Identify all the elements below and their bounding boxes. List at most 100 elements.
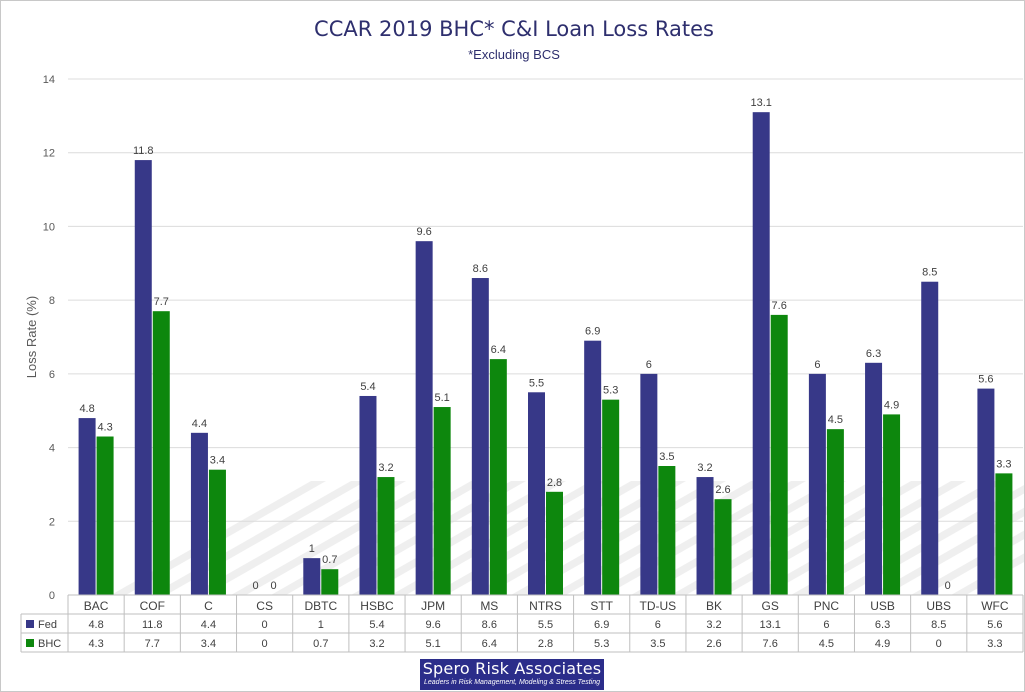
bar-bhc bbox=[489, 359, 507, 595]
x-tick-label: BK bbox=[706, 599, 722, 613]
bar-fed bbox=[584, 340, 602, 595]
data-label-fed: 6 bbox=[646, 359, 652, 371]
bar-fed bbox=[528, 392, 545, 595]
x-tick-label: JPM bbox=[421, 599, 445, 613]
table-cell: 7.7 bbox=[145, 638, 160, 650]
legend-key-bhc bbox=[26, 639, 34, 647]
y-tick-label: 0 bbox=[49, 590, 55, 602]
table-cell: 4.3 bbox=[88, 638, 103, 650]
table-cell: 8.6 bbox=[482, 619, 497, 631]
x-tick-label: UBS bbox=[926, 599, 951, 613]
data-label-bhc: 0 bbox=[945, 580, 951, 592]
data-label-bhc: 5.3 bbox=[603, 385, 618, 397]
data-label-bhc: 0.7 bbox=[322, 554, 337, 566]
table-cell: 11.8 bbox=[142, 619, 163, 631]
table-cell: 5.6 bbox=[987, 619, 1002, 631]
data-label-fed: 13.1 bbox=[750, 97, 771, 109]
x-tick-label: MS bbox=[480, 599, 498, 613]
x-tick-label: CS bbox=[256, 599, 273, 613]
x-tick-label: USB bbox=[870, 599, 895, 613]
bar-fed bbox=[640, 373, 658, 595]
table-cell: 6.3 bbox=[875, 619, 890, 631]
data-label-bhc: 4.9 bbox=[884, 399, 899, 411]
data-label-fed: 6.9 bbox=[585, 326, 600, 338]
bar-fed bbox=[190, 432, 208, 595]
y-tick-label: 2 bbox=[49, 516, 55, 528]
bar-bhc bbox=[826, 429, 844, 595]
data-label-fed: 6.3 bbox=[866, 348, 881, 360]
background-stripe bbox=[631, 481, 846, 595]
x-tick-label: HSBC bbox=[360, 599, 394, 613]
table-cell: 6.4 bbox=[482, 638, 497, 650]
bar-bhc bbox=[602, 399, 620, 595]
y-tick-label: 6 bbox=[49, 369, 55, 381]
background-stripe bbox=[471, 481, 686, 595]
data-label-fed: 9.6 bbox=[416, 226, 431, 238]
table-cell: 4.4 bbox=[201, 619, 216, 631]
data-label-bhc: 7.7 bbox=[154, 296, 169, 308]
legend-key-fed bbox=[26, 620, 34, 628]
table-cell: 0 bbox=[262, 619, 268, 631]
table-cell: 8.5 bbox=[931, 619, 946, 631]
data-label-fed: 3.2 bbox=[697, 462, 712, 474]
data-label-bhc: 7.6 bbox=[772, 300, 787, 312]
table-cell: 4.5 bbox=[819, 638, 834, 650]
chart-subtitle: *Excluding BCS bbox=[468, 47, 560, 62]
table-cell: 3.5 bbox=[650, 638, 665, 650]
data-label-fed: 8.5 bbox=[922, 267, 937, 279]
company-logo: Spero Risk Associates Leaders in Risk Ma… bbox=[420, 659, 604, 690]
table-cell: 5.4 bbox=[369, 619, 384, 631]
x-tick-label: PNC bbox=[814, 599, 840, 613]
bar-bhc bbox=[321, 569, 339, 595]
bar-fed bbox=[977, 388, 995, 595]
bar-bhc bbox=[208, 469, 226, 595]
table-cell: 7.6 bbox=[763, 638, 778, 650]
data-label-bhc: 4.5 bbox=[828, 414, 843, 426]
logo-name: Spero Risk Associates bbox=[422, 659, 602, 678]
y-tick-label: 10 bbox=[43, 221, 55, 233]
data-label-bhc: 3.5 bbox=[659, 451, 674, 463]
table-cell: 0 bbox=[262, 638, 268, 650]
y-tick-label: 14 bbox=[43, 74, 55, 86]
data-label-fed: 6 bbox=[814, 359, 820, 371]
y-axis-label: Loss Rate (%) bbox=[24, 296, 39, 378]
data-label-fed: 5.4 bbox=[360, 381, 375, 393]
bar-fed bbox=[696, 477, 714, 595]
bar-fed bbox=[471, 278, 489, 595]
bar-bhc bbox=[377, 477, 395, 595]
bar-fed bbox=[752, 112, 770, 596]
bar-bhc bbox=[96, 436, 114, 595]
y-tick-label: 12 bbox=[43, 148, 55, 160]
table-cell: 6 bbox=[823, 619, 829, 631]
table-cell: 5.3 bbox=[594, 638, 609, 650]
bar-fed bbox=[808, 373, 826, 595]
y-tick-label: 4 bbox=[49, 443, 55, 455]
table-cell: 3.4 bbox=[201, 638, 216, 650]
data-label-fed: 0 bbox=[253, 580, 259, 592]
x-tick-label: STT bbox=[590, 599, 613, 613]
data-label-fed: 5.6 bbox=[978, 374, 993, 386]
table-cell: 5.5 bbox=[538, 619, 553, 631]
data-label-bhc: 2.8 bbox=[547, 477, 562, 489]
data-table: BAC COF C CS DBTC HSBC JPM MS NTRS STT TD-US BK GS PN… bbox=[20, 594, 1024, 653]
x-tick-label: DBTC bbox=[304, 599, 337, 613]
bar-fed bbox=[921, 281, 939, 595]
data-label-bhc: 5.1 bbox=[434, 392, 449, 404]
data-label-bhc: 6.4 bbox=[491, 344, 506, 356]
bar-bhc bbox=[770, 314, 788, 595]
data-label-bhc: 4.3 bbox=[97, 422, 112, 434]
table-cell: 2.8 bbox=[538, 638, 553, 650]
bar-fed bbox=[134, 160, 152, 596]
y-axis-ticks: 0 2 4 6 8 10 12 14 bbox=[43, 74, 55, 602]
x-tick-label: NTRS bbox=[529, 599, 562, 613]
bar-fed bbox=[415, 241, 433, 595]
table-cell: 2.6 bbox=[706, 638, 721, 650]
bar-fed bbox=[865, 362, 883, 595]
x-tick-label: COF bbox=[140, 599, 165, 613]
background-stripe bbox=[191, 481, 406, 595]
data-label-fed: 1 bbox=[309, 543, 315, 555]
bar-bhc bbox=[546, 491, 563, 595]
x-tick-label: TD-US bbox=[640, 599, 677, 613]
